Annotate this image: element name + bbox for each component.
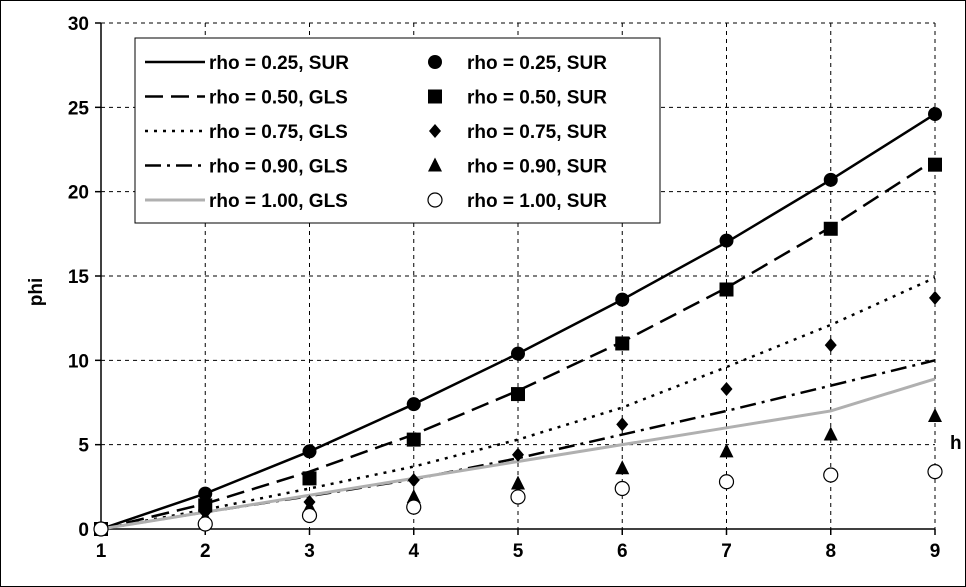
- y-tick-label: 10: [68, 351, 89, 372]
- data-point-square-filled: [406, 432, 421, 447]
- x-axis-label: h: [950, 433, 962, 454]
- legend: rho = 0.25, SUR rho = 0.50, GLS rho = 0.75…: [134, 37, 661, 224]
- data-point-diamond-filled: [616, 417, 629, 432]
- y-tick-label: 0: [78, 520, 89, 541]
- data-point-circle-open: [718, 474, 735, 490]
- x-tick-label: 9: [930, 541, 941, 562]
- data-point-circle-filled: [823, 172, 838, 187]
- legend-label: rho = 0.75, SUR: [467, 122, 607, 143]
- x-tick-label: 2: [200, 541, 211, 562]
- data-point-diamond-filled: [824, 338, 837, 353]
- legend-box: [134, 37, 661, 224]
- legend-label: rho = 1.00, SUR: [467, 191, 607, 212]
- data-point-circle-open: [510, 489, 526, 505]
- data-point-circle-open: [614, 480, 630, 497]
- legend-swatch-marker: [427, 192, 443, 208]
- data-point-triangle-filled: [615, 460, 630, 475]
- x-tick-label: 5: [513, 541, 524, 562]
- data-point-square-filled: [511, 387, 525, 402]
- series-line-2: [100, 276, 936, 531]
- y-axis-label: phi: [26, 278, 47, 307]
- y-tick-label: 15: [68, 267, 90, 288]
- data-point-circle-open: [197, 516, 213, 532]
- y-tick-label: 5: [78, 436, 89, 457]
- data-point-triangle-filled: [406, 488, 421, 503]
- data-point-triangle-filled: [823, 426, 838, 441]
- data-point-diamond-filled: [929, 290, 941, 305]
- y-tick-label: 20: [68, 183, 89, 204]
- series-markers: [93, 107, 943, 537]
- legend-label: rho = 0.25, SUR: [209, 53, 349, 74]
- legend-label: rho = 0.25, SUR: [467, 53, 607, 74]
- legend-label: rho = 0.90, GLS: [209, 157, 348, 178]
- series-line-1: [100, 158, 936, 531]
- data-point-circle-filled: [928, 107, 942, 122]
- data-point-square-filled: [302, 471, 317, 486]
- x-tick-label: 4: [408, 541, 419, 562]
- legend-label: rho = 0.50, SUR: [467, 88, 607, 109]
- y-tick-label: 25: [68, 98, 90, 119]
- legend-swatch-marker: [428, 55, 442, 69]
- data-point-square-filled: [928, 157, 942, 172]
- legend-swatch-marker: [428, 157, 442, 172]
- data-point-diamond-filled: [720, 382, 733, 397]
- data-point-circle-open: [93, 521, 109, 537]
- data-point-circle-open: [823, 467, 839, 483]
- x-tick-label: 7: [721, 541, 732, 562]
- x-tick-label: 1: [96, 541, 107, 562]
- legend-swatch-marker: [428, 89, 442, 104]
- data-point-circle-open: [927, 464, 943, 480]
- data-point-circle-open: [406, 499, 422, 515]
- data-point-circle-filled: [719, 233, 734, 248]
- legend-label: rho = 0.50, GLS: [209, 88, 348, 109]
- data-point-triangle-filled: [928, 407, 942, 422]
- data-point-triangle-filled: [719, 443, 734, 458]
- data-point-circle-open: [301, 507, 318, 524]
- data-point-circle-filled: [198, 486, 213, 501]
- tick-labels: 0 5 10 15 20 25 30 1 2 3 4 5 6 7 8 9: [68, 14, 940, 562]
- legend-label: rho = 0.90, SUR: [467, 157, 607, 178]
- data-point-circle-filled: [511, 346, 525, 361]
- x-tick-label: 3: [304, 541, 315, 562]
- data-point-square-filled: [615, 336, 630, 351]
- data-point-circle-filled: [615, 292, 630, 307]
- data-point-diamond-filled: [512, 447, 524, 462]
- y-tick-label: 30: [68, 14, 89, 35]
- data-point-square-filled: [823, 221, 838, 236]
- x-tick-label: 8: [825, 541, 836, 562]
- data-point-square-filled: [719, 282, 734, 297]
- x-tick-label: 6: [617, 541, 628, 562]
- data-point-circle-filled: [302, 444, 317, 459]
- legend-swatch-marker: [429, 124, 441, 138]
- data-point-diamond-filled: [407, 473, 420, 488]
- data-point-triangle-filled: [511, 475, 525, 490]
- data-point-circle-filled: [406, 397, 421, 412]
- legend-label: rho = 0.75, GLS: [209, 122, 348, 143]
- legend-label: rho = 1.00, GLS: [209, 191, 348, 212]
